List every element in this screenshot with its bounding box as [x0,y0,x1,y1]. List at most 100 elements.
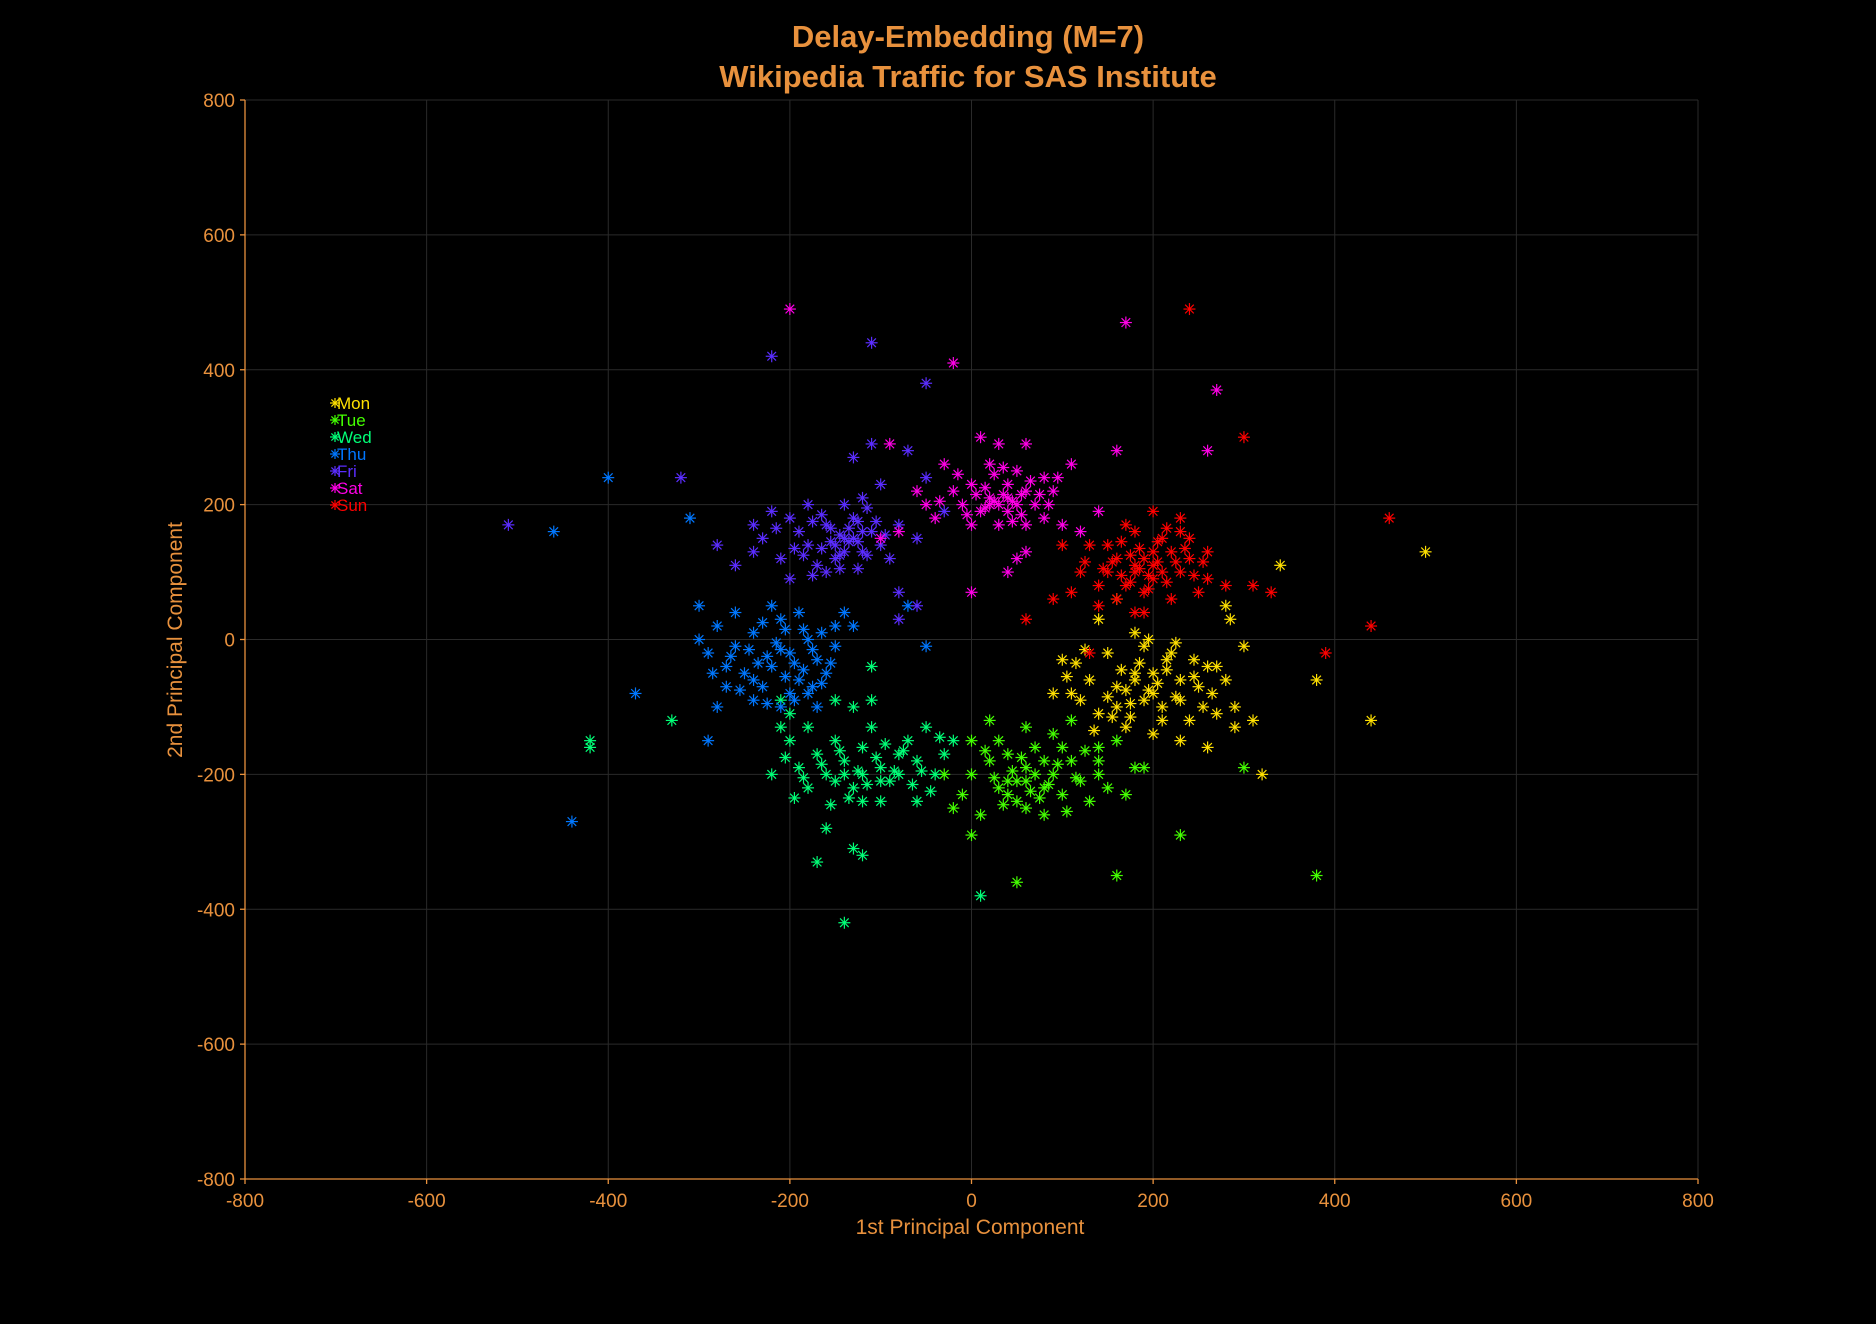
point-thu [847,620,860,633]
point-fri [838,545,851,558]
point-fri [856,525,869,538]
point-wed [874,775,887,788]
point-mon [1192,680,1205,693]
point-wed [802,721,815,734]
point-mon [1156,700,1169,713]
point-wed [856,849,869,862]
point-wed [938,748,951,761]
point-tue [1015,751,1028,764]
legend-label-fri: Fri [337,462,357,481]
grid [244,99,1699,1180]
point-sun [1187,569,1200,582]
point-fri [865,437,878,450]
point-tue [992,734,1005,747]
point-mon [1174,734,1187,747]
point-mon [1110,680,1123,693]
point-mon [1237,640,1250,653]
point-sun [1147,545,1160,558]
point-tue [974,808,987,821]
point-thu [743,643,756,656]
point-wed [974,889,987,902]
point-sat [951,468,964,481]
point-wed [901,734,914,747]
point-wed [947,734,960,747]
point-wed [783,734,796,747]
point-thu [838,606,851,619]
point-wed [811,856,824,869]
point-sun [1201,572,1214,585]
point-tue [1310,869,1323,882]
y-tick-label: -400 [197,900,235,921]
point-wed [788,791,801,804]
point-mon [1128,626,1141,639]
point-mon [1147,667,1160,680]
point-thu [702,646,715,659]
point-mon [1169,636,1182,649]
point-sun [1138,606,1151,619]
point-fri [797,549,810,562]
point-fri [774,552,787,565]
point-thu [602,471,615,484]
point-sun [1115,535,1128,548]
point-thu [747,694,760,707]
point-sat [1119,316,1132,329]
point-thu [683,512,696,525]
point-sun [1124,576,1137,589]
y-tick-label: -600 [197,1035,235,1056]
point-thu [629,687,642,700]
point-sat [970,488,983,501]
point-mon [1138,694,1151,707]
point-fri [806,569,819,582]
point-tue [1033,791,1046,804]
y-axis-label: 2nd Principal Component [164,522,187,758]
point-wed [865,721,878,734]
point-sat [965,586,978,599]
point-mon [1147,727,1160,740]
point-thu [761,650,774,663]
point-mon [1069,657,1082,670]
y-tick-label: -800 [197,1170,235,1191]
point-sat [1074,525,1087,538]
point-wed [838,768,851,781]
point-wed [829,734,842,747]
point-fri [783,572,796,585]
point-mon [1060,670,1073,683]
point-sun [1115,569,1128,582]
point-wed [802,781,815,794]
point-mon [1197,700,1210,713]
point-mon [1183,714,1196,727]
point-sat [783,303,796,316]
point-wed [774,721,787,734]
point-sun [1119,518,1132,531]
point-sat [1038,512,1051,525]
point-mon [1106,711,1119,724]
point-wed [842,791,855,804]
point-wed [911,754,924,767]
point-sun [1128,525,1141,538]
y-tick-labels: 800 600 400 200 0 -200 -400 -600 -800 [197,91,235,1191]
point-thu [797,623,810,636]
y-tick-label: 400 [203,361,235,382]
point-sun [1169,555,1182,568]
data-points [502,303,1432,929]
point-thu [792,673,805,686]
point-tue [1056,788,1069,801]
point-sat [1006,515,1019,528]
point-thu [720,680,733,693]
point-sat [1210,383,1223,396]
point-wed [797,771,810,784]
point-fri [883,552,896,565]
point-fri [851,515,864,528]
point-tue [988,771,1001,784]
point-fri [765,505,778,518]
point-thu [774,643,787,656]
x-tick-label: 800 [1682,1191,1714,1212]
point-sat [1038,471,1051,484]
point-sun [1101,539,1114,552]
point-thu [693,599,706,612]
point-sun [1097,562,1110,575]
x-tick-label: 0 [966,1191,977,1212]
point-fri [842,535,855,548]
point-thu [729,640,742,653]
point-sun [1201,545,1214,558]
